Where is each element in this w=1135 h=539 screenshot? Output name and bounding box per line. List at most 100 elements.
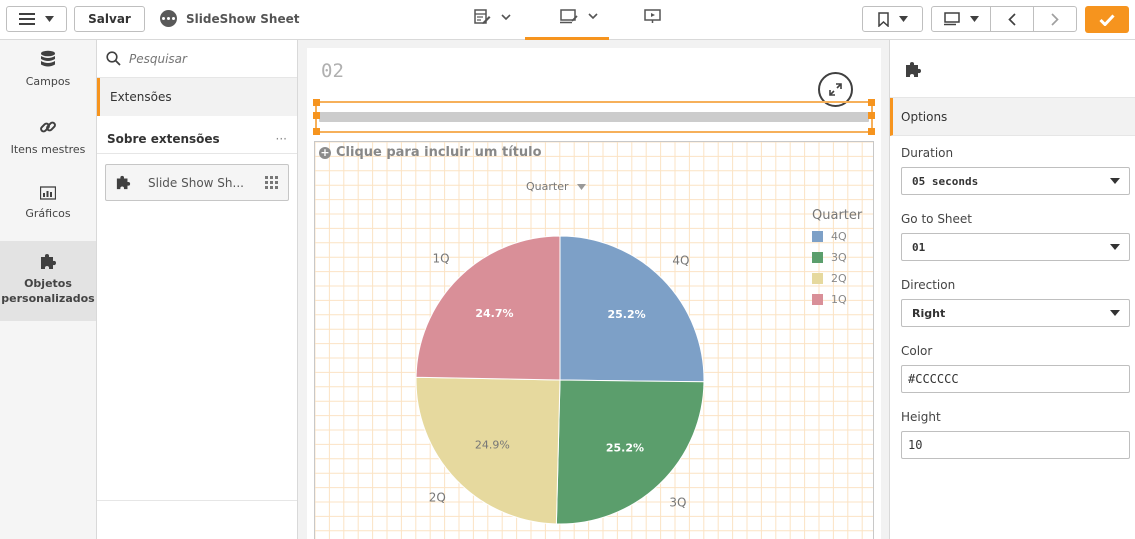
legend-swatch [812,231,823,242]
legend-label: 2Q [831,272,847,285]
more-dots-icon [160,10,177,27]
add-title-prompt[interactable]: + Clique para incluir um título [319,145,542,160]
sheet-view-button[interactable] [560,9,598,24]
edit-table-icon [474,9,491,24]
caret-down-icon [1110,178,1120,184]
resize-handle[interactable] [313,112,320,119]
chart-legend: Quarter 4Q 3Q 2Q 1Q [812,208,862,310]
main-menu-button[interactable] [6,6,67,32]
active-tab-indicator [525,37,609,40]
pie-slice-4q[interactable] [559,235,705,383]
pie-slice-1q[interactable] [415,235,561,381]
resize-handle[interactable] [868,99,875,106]
sheet-title[interactable]: 02 [321,60,344,82]
rail-item-custom-objects[interactable]: Objetos personalizados [0,241,96,321]
search-row [97,40,297,78]
pie-slice-2q[interactable] [415,376,561,525]
pie-data-label: 25.2% [608,308,646,321]
plus-icon: + [319,145,331,159]
duration-label: Duration [901,146,954,160]
dimension-selector[interactable]: Quarter [526,180,586,193]
legend-swatch [812,273,823,284]
options-section-header[interactable]: Options [890,98,1135,136]
legend-item-4q[interactable]: 4Q [812,226,862,247]
extension-item-label: Slide Show Sh... [148,175,244,190]
direction-dropdown[interactable]: Right [901,299,1130,327]
database-icon [41,50,55,67]
slideshow-bar [319,112,869,122]
checkmark-icon [1099,13,1115,26]
pie-category-label: 4Q [672,254,689,268]
height-input[interactable] [901,431,1130,459]
puzzle-icon [116,175,131,190]
bookmarks-button[interactable] [862,6,923,32]
pie-slice-3q[interactable] [555,379,705,525]
about-extensions-row[interactable]: Sobre extensões ··· [97,124,297,154]
data-manager-button[interactable] [474,9,511,25]
app-title: SlideShow Sheet [186,11,300,26]
color-input[interactable] [901,365,1130,393]
caret-down-icon [45,16,54,22]
top-toolbar: Salvar SlideShow Sheet [0,0,1135,40]
pie-chart-object[interactable]: + Clique para incluir um título Quarter … [314,141,874,539]
pie-data-label: 25.2% [606,441,644,454]
resize-handle[interactable] [313,99,320,106]
link-icon [40,121,56,133]
divider [97,500,297,501]
search-icon [106,51,121,66]
pie-category-label: 2Q [429,490,446,504]
dimension-label: Quarter [526,180,569,193]
hamburger-icon [19,13,35,25]
rail-item-label: Campos [25,75,71,88]
extensions-section-header[interactable]: Extensões [97,78,297,116]
app-title-group[interactable]: SlideShow Sheet [160,10,300,27]
go-to-sheet-value: 01 [912,240,926,254]
puzzle-icon [40,254,56,269]
duration-dropdown[interactable]: 05 seconds [901,167,1130,195]
caret-down-icon [898,16,908,22]
chevron-down-icon [501,13,511,20]
caret-down-icon [576,183,586,190]
search-input[interactable] [129,51,279,66]
done-editing-button[interactable] [1085,6,1129,33]
sheet-edit-icon [560,9,578,24]
pie-category-label: 3Q [669,495,686,509]
properties-panel: Options Duration 05 seconds Go to Sheet … [889,40,1135,539]
height-label: Height [901,410,941,424]
bar-chart-icon [40,186,56,200]
resize-handle[interactable] [868,112,875,119]
next-sheet-button[interactable] [1034,7,1076,31]
rail-item-label: Gráficos [25,207,71,220]
sheet-icon [943,12,960,26]
chevron-left-icon [1008,12,1016,26]
storytelling-button[interactable] [644,9,661,24]
legend-item-3q[interactable]: 3Q [812,247,862,268]
drag-handle-icon[interactable] [265,176,278,189]
rail-item-master-items[interactable]: Itens mestres [0,118,96,178]
slideshow-extension-object[interactable] [313,99,875,135]
legend-item-2q[interactable]: 2Q [812,268,862,289]
legend-swatch [812,294,823,305]
pie-chart: 25.2% 4Q 25.2% 3Q 24.9% 2Q 24.7% 1Q [415,235,705,525]
sheet-navigation-group [931,6,1077,32]
chevron-down-icon [588,13,598,20]
resize-handle[interactable] [868,128,875,135]
color-label: Color [901,344,933,358]
previous-sheet-button[interactable] [991,7,1034,31]
rail-item-fields[interactable]: Campos [0,50,96,110]
more-options-icon[interactable]: ··· [275,131,287,146]
asset-panel: Extensões Sobre extensões ··· Slide Show… [97,40,298,539]
rail-item-charts[interactable]: Gráficos [0,186,96,246]
pie-data-label: 24.9% [475,439,510,452]
properties-header [890,40,1135,98]
sheets-menu-button[interactable] [932,7,991,31]
left-icon-rail: Campos Itens mestres Gráficos Objetos pe… [0,40,97,539]
resize-handle[interactable] [313,128,320,135]
extension-item-slideshow[interactable]: Slide Show Sh... [105,164,289,201]
direction-value: Right [912,306,946,320]
legend-item-1q[interactable]: 1Q [812,289,862,310]
go-to-sheet-label: Go to Sheet [901,212,973,226]
save-button[interactable]: Salvar [74,6,145,32]
go-to-sheet-dropdown[interactable]: 01 [901,233,1130,261]
legend-label: 3Q [831,251,847,264]
